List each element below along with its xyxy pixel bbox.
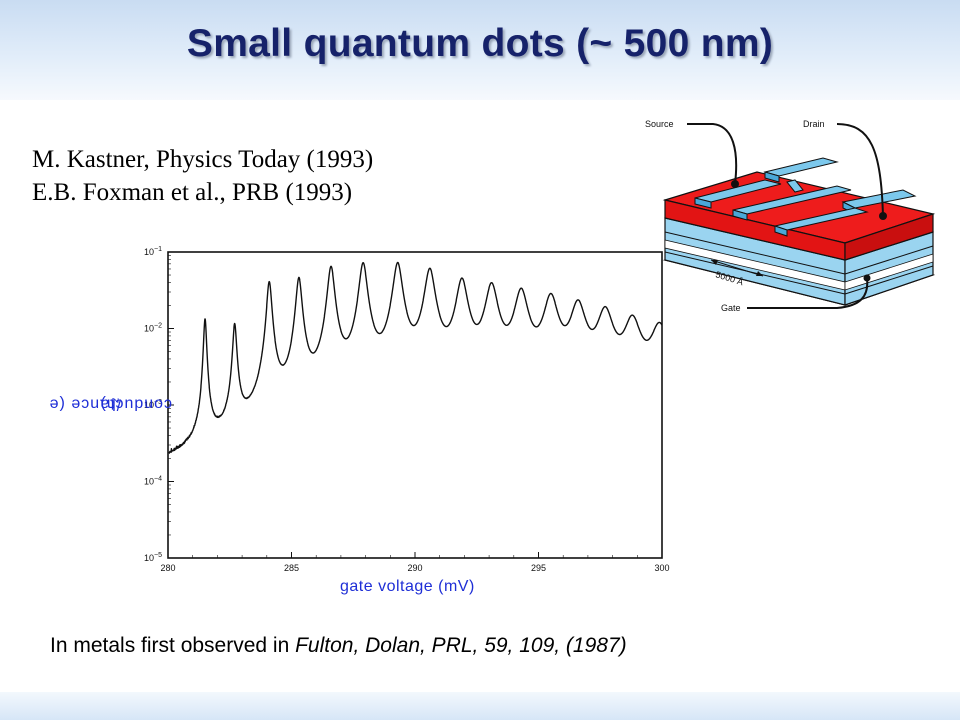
- layer-line: [844, 265, 934, 295]
- scale-arrowhead: [756, 271, 763, 276]
- footer-citation: Fulton, Dolan, PRL, 59, 109, (1987): [295, 634, 627, 657]
- source-lead: [687, 123, 738, 185]
- footer-note: In metals first observed in Fulton, Dola…: [50, 634, 627, 658]
- y-tick-label: 10−4: [144, 476, 162, 487]
- y-tick-label: 10−3: [144, 399, 162, 410]
- gate-electrode-stub: [786, 179, 804, 193]
- footer-prefix: In metals first observed in: [50, 634, 296, 657]
- plot-frame: [167, 251, 663, 559]
- x-tick-label: 295: [531, 563, 546, 573]
- x-axis-label: gate voltage (mV): [340, 578, 475, 595]
- red-side-edge: [844, 213, 934, 261]
- y-tick-label: 10−1: [144, 246, 162, 257]
- references: M. Kastner, Physics Today (1993) E.B. Fo…: [32, 143, 373, 209]
- x-tick-label: 300: [654, 563, 669, 573]
- layer-line: [844, 245, 934, 275]
- gate-electrode-upper-side: [764, 171, 780, 183]
- source-label: Source: [645, 119, 674, 129]
- conductance-trace: [168, 261, 663, 454]
- scale-arrowhead: [711, 260, 718, 265]
- layer-line: [664, 251, 846, 295]
- reference-foxman: E.B. Foxman et al., PRB (1993): [32, 179, 353, 206]
- gate-electrode-upper: [763, 157, 839, 177]
- reference-kastner: M. Kastner, Physics Today (1993): [32, 146, 374, 173]
- x-tick-label: 290: [407, 563, 422, 573]
- quantum-dot-device-diagram: Source Drain 5000 Å Gate: [645, 119, 936, 313]
- slide-title: Small quantum dots (~ 500 nm): [186, 22, 774, 65]
- gate-label: Gate: [721, 303, 741, 313]
- gate-electrode-center-side: [732, 209, 748, 221]
- gate-electrode-left-side: [694, 197, 712, 209]
- title-band: [0, 0, 960, 100]
- scale-arrow: [710, 259, 764, 277]
- drain-label: Drain: [803, 119, 825, 129]
- y-tick-label: 10−2: [144, 323, 162, 334]
- gate-electrode-lower-side: [774, 225, 788, 237]
- bottom-band: [0, 692, 960, 720]
- x-tick-label: 280: [160, 563, 175, 573]
- layer-line: [664, 231, 846, 275]
- drain-lead: [836, 123, 884, 217]
- x-tick-label: 285: [284, 563, 299, 573]
- gate-lead: [747, 277, 869, 309]
- y-tick-label: 10−5: [144, 552, 162, 563]
